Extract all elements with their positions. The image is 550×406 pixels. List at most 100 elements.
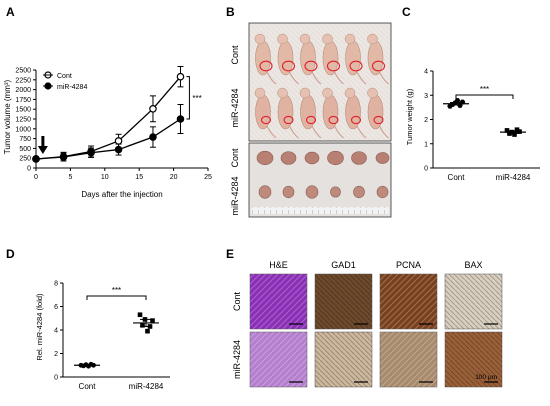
scale-bar-label: 100 μm: [475, 374, 497, 381]
y-tick-label: 1000: [15, 126, 31, 133]
mouse-head: [367, 33, 378, 45]
mouse-tail: [356, 125, 367, 139]
data-point-1: [59, 153, 68, 161]
tumor-mir: [330, 186, 341, 198]
data-point: [150, 318, 155, 323]
tumor-mir: [258, 185, 272, 199]
ihc-tile-texture: [380, 332, 437, 387]
mouse-head: [322, 33, 333, 45]
panel-label-a: A: [6, 5, 15, 19]
ihc-column-label: PCNA: [396, 260, 421, 270]
tumor-cont: [351, 151, 367, 165]
mouse-body: [300, 94, 316, 130]
chart-a-ylabel: Tumor volume (mm³): [3, 79, 12, 154]
tumor-cont: [280, 151, 297, 165]
ihc-column-label: BAX: [464, 260, 482, 270]
ihc-column-label: GAD1: [331, 260, 356, 270]
mouse-tail: [311, 125, 322, 139]
mouse-body: [367, 94, 384, 130]
mouse-body: [255, 94, 271, 130]
data-point: [137, 312, 143, 318]
x-category-label: Cont: [448, 173, 466, 182]
ihc-tile-texture: [445, 274, 502, 329]
y-tick-label: 0: [27, 166, 31, 173]
data-point-1: [32, 155, 40, 163]
tumor-mir: [376, 185, 389, 199]
chart-d-marks: ***: [74, 286, 159, 369]
panel-label-c: C: [402, 5, 411, 19]
chart-c-tumor-weight: 0 1 2 3 4 Cont miR-4284 *** Tumor weight (g): [405, 69, 540, 182]
x-tick-label: 25: [204, 174, 212, 181]
chart-c-marks: ***: [443, 85, 526, 137]
mouse-tail: [356, 71, 367, 85]
tumor-circle: [305, 115, 317, 125]
ihc-tile-texture: [250, 274, 307, 329]
x-tick-label: 10: [101, 174, 109, 181]
y-tick-label: 2: [424, 117, 428, 124]
data-point-1: [87, 148, 95, 157]
mice-group: [254, 33, 389, 139]
significance-bracket: [455, 94, 514, 99]
tumor-mir: [353, 185, 365, 199]
significance-label: ***: [112, 286, 121, 295]
mouse-body: [322, 94, 339, 130]
row-label-cont-tumor: Cont: [230, 148, 240, 168]
mouse-tail: [334, 125, 344, 139]
y-tick-label: 2500: [15, 68, 31, 75]
y-tick-label: 3: [424, 93, 428, 100]
tumor-circle: [283, 115, 294, 125]
tumor-circle: [260, 115, 272, 125]
data-point-0: [176, 72, 185, 81]
injection-arrow-head: [37, 146, 48, 154]
y-tick-label: 1250: [15, 117, 31, 124]
mouse-head: [344, 33, 356, 45]
mouse-tail: [379, 71, 389, 85]
significance-bracket: [86, 295, 147, 300]
y-tick-label: 2: [54, 351, 58, 358]
y-tick-label: 500: [19, 146, 31, 153]
ihc-tile-texture: [315, 274, 372, 329]
chart-d-ylabel: Rel. miR-4284 (fold): [35, 293, 44, 361]
panel-label-d: D: [6, 247, 15, 261]
mouse-tail: [311, 71, 322, 85]
x-category-label: Cont: [79, 382, 97, 391]
tumor-mir: [282, 185, 295, 199]
panel-e-ihc-grid: H&E GAD1 PCNA BAX Cont miR-4284 100 μm: [232, 260, 503, 388]
tumor-circle: [371, 60, 386, 72]
y-tick-label: 6: [54, 304, 58, 311]
chart-d-axes: 0 2 4 6 8 Cont miR-4284: [54, 281, 170, 391]
chart-a-legend: Cont miR-4284: [43, 71, 87, 91]
data-point: [512, 132, 517, 137]
y-tick-label: 250: [19, 156, 31, 163]
ihc-column-label: H&E: [269, 260, 288, 270]
mouse-head: [254, 87, 266, 99]
mouse-head: [299, 87, 311, 99]
mouse-head: [277, 33, 288, 45]
legend-label-mir: miR-4284: [57, 84, 87, 91]
data-point-1: [114, 145, 123, 154]
ihc-row-label: Cont: [232, 291, 242, 311]
tumors-group: [256, 150, 390, 199]
mice-photo-texture: [249, 23, 391, 141]
data-point-1: [176, 115, 185, 123]
tumor-circle: [373, 115, 384, 125]
y-tick-label: 1500: [15, 107, 31, 114]
panel-label-b: B: [226, 5, 235, 19]
chart-a-tumor-volume: 0 5 10 15 20 25025050075010001250150017502000…: [3, 65, 212, 199]
data-point: [514, 127, 520, 132]
significance-label: ***: [192, 94, 201, 103]
data-point: [140, 323, 145, 328]
tumor-cont: [304, 151, 320, 165]
mouse-head: [277, 87, 288, 99]
ihc-tile-texture: [315, 332, 372, 387]
x-tick-label: 20: [170, 174, 178, 181]
data-point-0: [149, 105, 157, 113]
significance-label: ***: [480, 85, 489, 94]
mouse-tail: [289, 71, 299, 85]
tumor-circle: [259, 60, 273, 72]
x-tick-label: 0: [34, 174, 38, 181]
mouse-body: [345, 94, 361, 130]
series-line-1: [35, 118, 181, 160]
row-label-cont-mice: Cont: [230, 45, 240, 65]
